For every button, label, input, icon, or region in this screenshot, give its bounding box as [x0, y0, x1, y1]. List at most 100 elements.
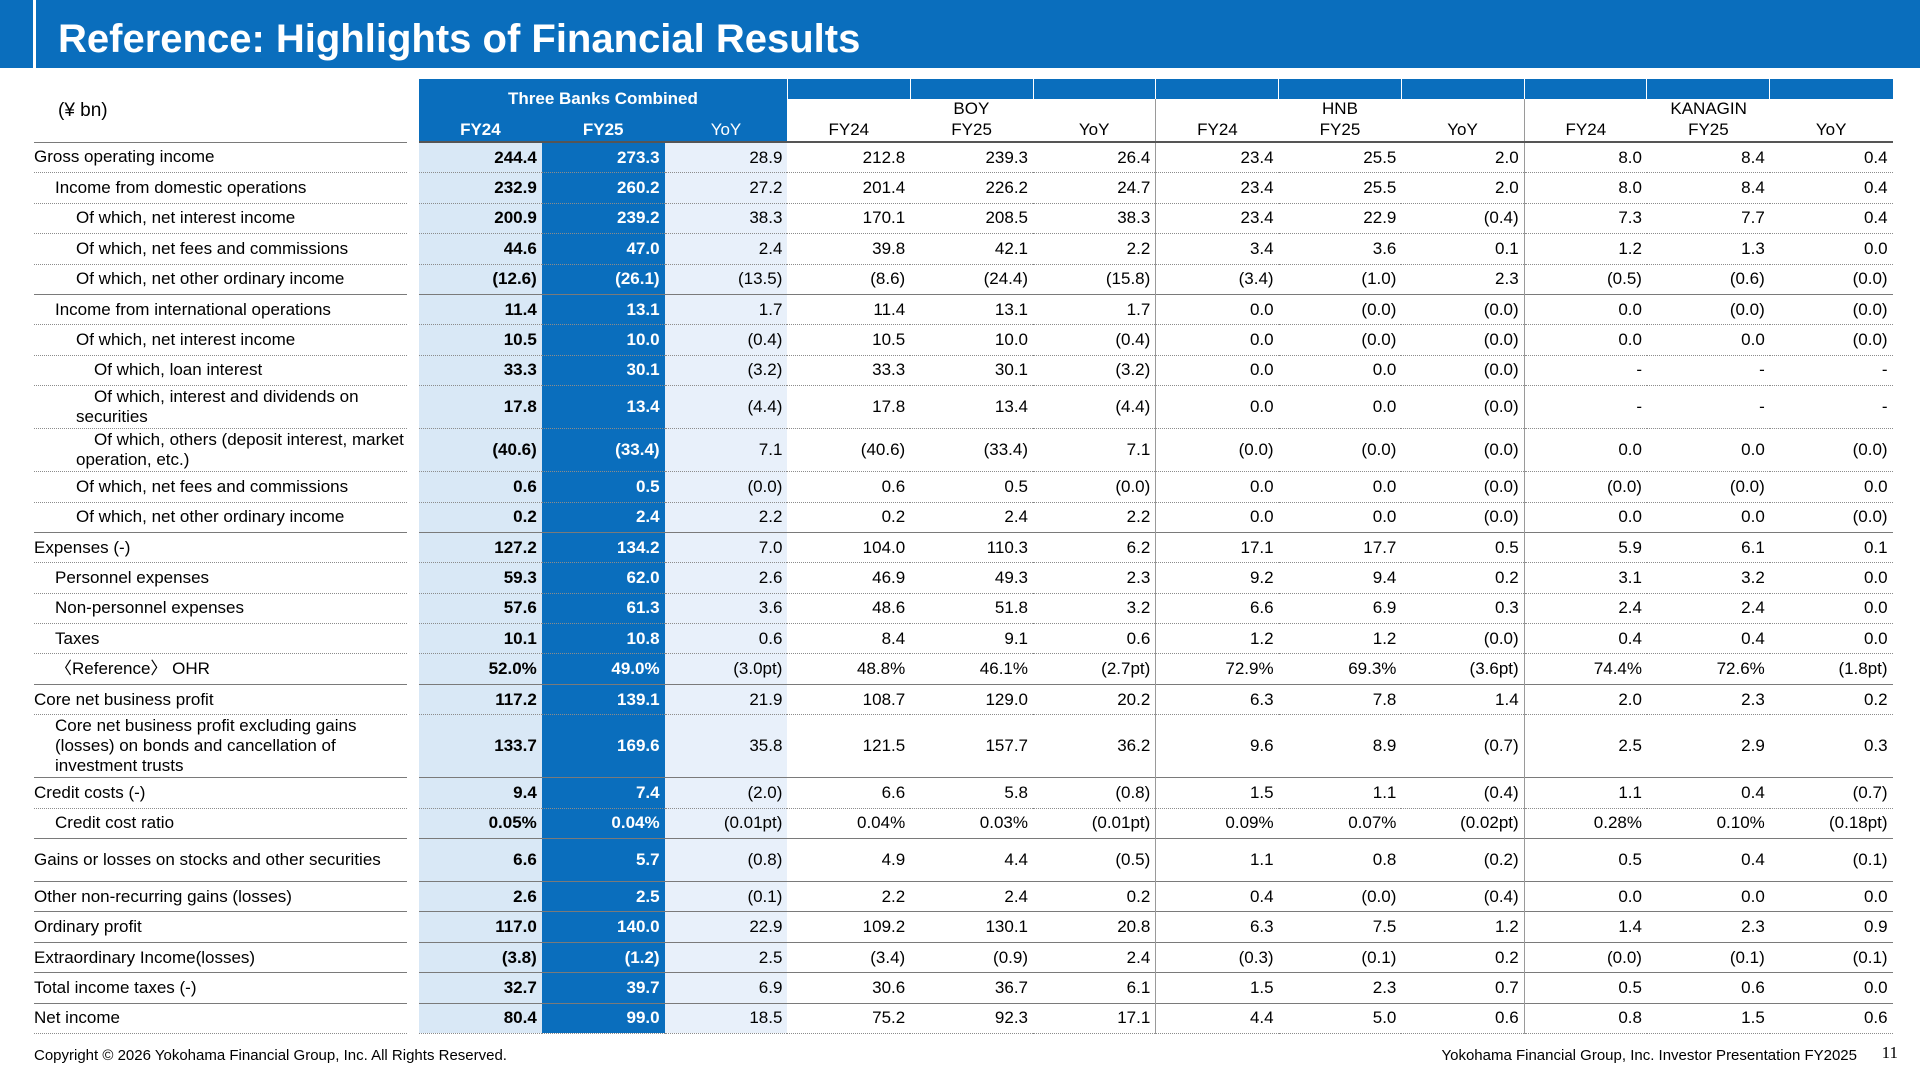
- header-hnb: HNB: [1155, 99, 1525, 119]
- cell-hnb-yoy: (0.02pt): [1401, 808, 1525, 840]
- cell-hnb-fy24: 23.4: [1155, 203, 1279, 235]
- cell-kanagin-fy24: 2.0: [1523, 683, 1647, 716]
- header-bar: [1523, 79, 1647, 99]
- cell-kanagin-fy25: -: [1646, 355, 1770, 387]
- row-label: 〈Reference〉 OHR: [34, 653, 407, 685]
- row-gap: [407, 684, 419, 715]
- cell-boy-fy24: 6.6: [787, 777, 911, 809]
- cell-kanagin-fy24: 8.0: [1523, 141, 1647, 174]
- cell-boy-fy24: 75.2: [787, 1002, 911, 1034]
- cell-combined-fy25: 0.5: [541, 471, 665, 503]
- cell-combined-fy24: 59.3: [419, 562, 542, 594]
- row-gap: [407, 532, 419, 563]
- cell-combined-fy24: (12.6): [419, 264, 542, 295]
- cell-kanagin-fy24: 0.0: [1523, 502, 1647, 533]
- cell-combined-fy24: 32.7: [419, 972, 542, 1004]
- cell-combined-fy24: 117.0: [419, 911, 542, 943]
- cell-hnb-fy24: 0.0: [1155, 502, 1279, 533]
- cell-boy-fy25: 13.4: [910, 385, 1033, 430]
- cell-combined-fy24: 133.7: [419, 714, 542, 779]
- row-label: Of which, net other ordinary income: [34, 264, 407, 295]
- cell-hnb-fy25: 2.3: [1278, 972, 1402, 1004]
- header-bar: [1155, 79, 1279, 99]
- cell-boy-yoy: (2.7pt): [1033, 653, 1156, 685]
- cell-kanagin-fy24: 2.4: [1523, 593, 1647, 625]
- cell-combined-yoy: (3.0pt): [664, 653, 788, 685]
- cell-hnb-fy25: 69.3%: [1278, 653, 1402, 685]
- cell-hnb-fy25: 3.6: [1278, 233, 1402, 265]
- table-row: Other non-recurring gains (losses) 2.6 2.5…: [34, 881, 1893, 913]
- cell-boy-yoy: (3.2): [1033, 355, 1156, 387]
- cell-boy-fy25: 226.2: [910, 172, 1033, 204]
- row-label: Income from domestic operations: [34, 172, 407, 204]
- cell-kanagin-fy25: (0.1): [1646, 941, 1770, 974]
- cell-hnb-yoy: 1.4: [1401, 683, 1525, 716]
- cell-combined-fy24: (40.6): [419, 428, 542, 473]
- row-gap: [407, 172, 419, 204]
- page-title: Reference: Highlights of Financial Resul…: [58, 17, 861, 61]
- cell-kanagin-fy25: (0.0): [1646, 471, 1770, 503]
- cell-combined-fy24: 0.2: [419, 502, 542, 533]
- cell-kanagin-yoy: -: [1769, 385, 1893, 430]
- cell-combined-fy25: 5.7: [541, 838, 665, 883]
- cell-combined-yoy: (0.8): [664, 838, 788, 883]
- cell-hnb-fy25: 9.4: [1278, 562, 1402, 594]
- row-label: Gains or losses on stocks and other secu…: [34, 838, 407, 883]
- cell-hnb-yoy: 2.0: [1401, 141, 1525, 174]
- row-gap: [407, 911, 419, 943]
- cell-combined-fy25: 0.04%: [541, 808, 665, 840]
- cell-boy-fy24: 39.8: [787, 233, 911, 265]
- cell-combined-fy25: 169.6: [541, 714, 665, 779]
- cell-combined-yoy: 2.2: [664, 502, 788, 533]
- header-boy: BOY: [953, 99, 990, 118]
- cell-hnb-fy24: 1.2: [1155, 623, 1279, 655]
- cell-combined-yoy: 2.6: [664, 562, 788, 594]
- row-gap: [407, 428, 419, 472]
- cell-kanagin-fy25: 0.0: [1646, 881, 1770, 913]
- cell-kanagin-fy24: 3.1: [1523, 562, 1647, 594]
- cell-combined-fy25: 139.1: [541, 683, 665, 716]
- header-band-row: Three Banks Combined: [34, 79, 1893, 142]
- cell-boy-fy25: 9.1: [910, 623, 1033, 655]
- cell-hnb-fy25: 0.0: [1278, 355, 1402, 387]
- cell-boy-fy25: 208.5: [910, 203, 1033, 235]
- row-gap: [407, 972, 419, 1004]
- cell-hnb-yoy: 0.3: [1401, 593, 1525, 625]
- cell-kanagin-fy24: (0.0): [1523, 941, 1647, 974]
- cell-kanagin-fy25: 1.3: [1646, 233, 1770, 265]
- cell-kanagin-fy24: 0.5: [1523, 838, 1647, 883]
- row-label: Expenses (-): [34, 531, 407, 564]
- cell-kanagin-yoy: (0.0): [1769, 428, 1893, 473]
- cell-combined-fy25: 140.0: [541, 911, 665, 943]
- cell-combined-fy25: (1.2): [541, 941, 665, 974]
- row-label: Of which, net interest income: [34, 324, 407, 356]
- cell-combined-fy24: 57.6: [419, 593, 542, 625]
- cell-boy-yoy: (4.4): [1033, 385, 1156, 430]
- cell-boy-yoy: 26.4: [1033, 141, 1156, 174]
- cell-hnb-fy25: 22.9: [1278, 203, 1402, 235]
- cell-combined-yoy: 28.9: [664, 141, 788, 174]
- row-gap: [407, 808, 419, 839]
- cell-combined-fy24: 117.2: [419, 683, 542, 716]
- cell-boy-fy24: 10.5: [787, 324, 911, 356]
- cell-kanagin-fy25: 0.6: [1646, 972, 1770, 1004]
- cell-combined-yoy: 35.8: [664, 714, 788, 779]
- cell-combined-yoy: 18.5: [664, 1002, 788, 1034]
- cell-boy-yoy: (0.8): [1033, 777, 1156, 809]
- cell-hnb-yoy: 1.2: [1401, 911, 1525, 943]
- cell-hnb-fy24: 4.4: [1155, 1002, 1279, 1034]
- cell-boy-fy24: (8.6): [787, 264, 911, 295]
- row-gap: [407, 502, 419, 533]
- cell-combined-yoy: (0.01pt): [664, 808, 788, 840]
- row-label: Gross operating income: [34, 141, 407, 174]
- cell-hnb-fy24: 3.4: [1155, 233, 1279, 265]
- cell-combined-fy24: 33.3: [419, 355, 542, 387]
- row-gap: [407, 324, 419, 356]
- cell-hnb-yoy: (0.4): [1401, 777, 1525, 809]
- cell-boy-fy24: (40.6): [787, 428, 911, 473]
- cell-combined-fy25: 10.8: [541, 623, 665, 655]
- cell-kanagin-fy24: 8.0: [1523, 172, 1647, 204]
- row-label: Non-personnel expenses: [34, 593, 407, 625]
- table-row: Taxes 10.1 10.8 0.6 8.4 9.1 0.6 1.2 1.2 (0.0) 0.4 0…: [34, 623, 1893, 655]
- header-hnb-yoy: YoY: [1401, 119, 1525, 143]
